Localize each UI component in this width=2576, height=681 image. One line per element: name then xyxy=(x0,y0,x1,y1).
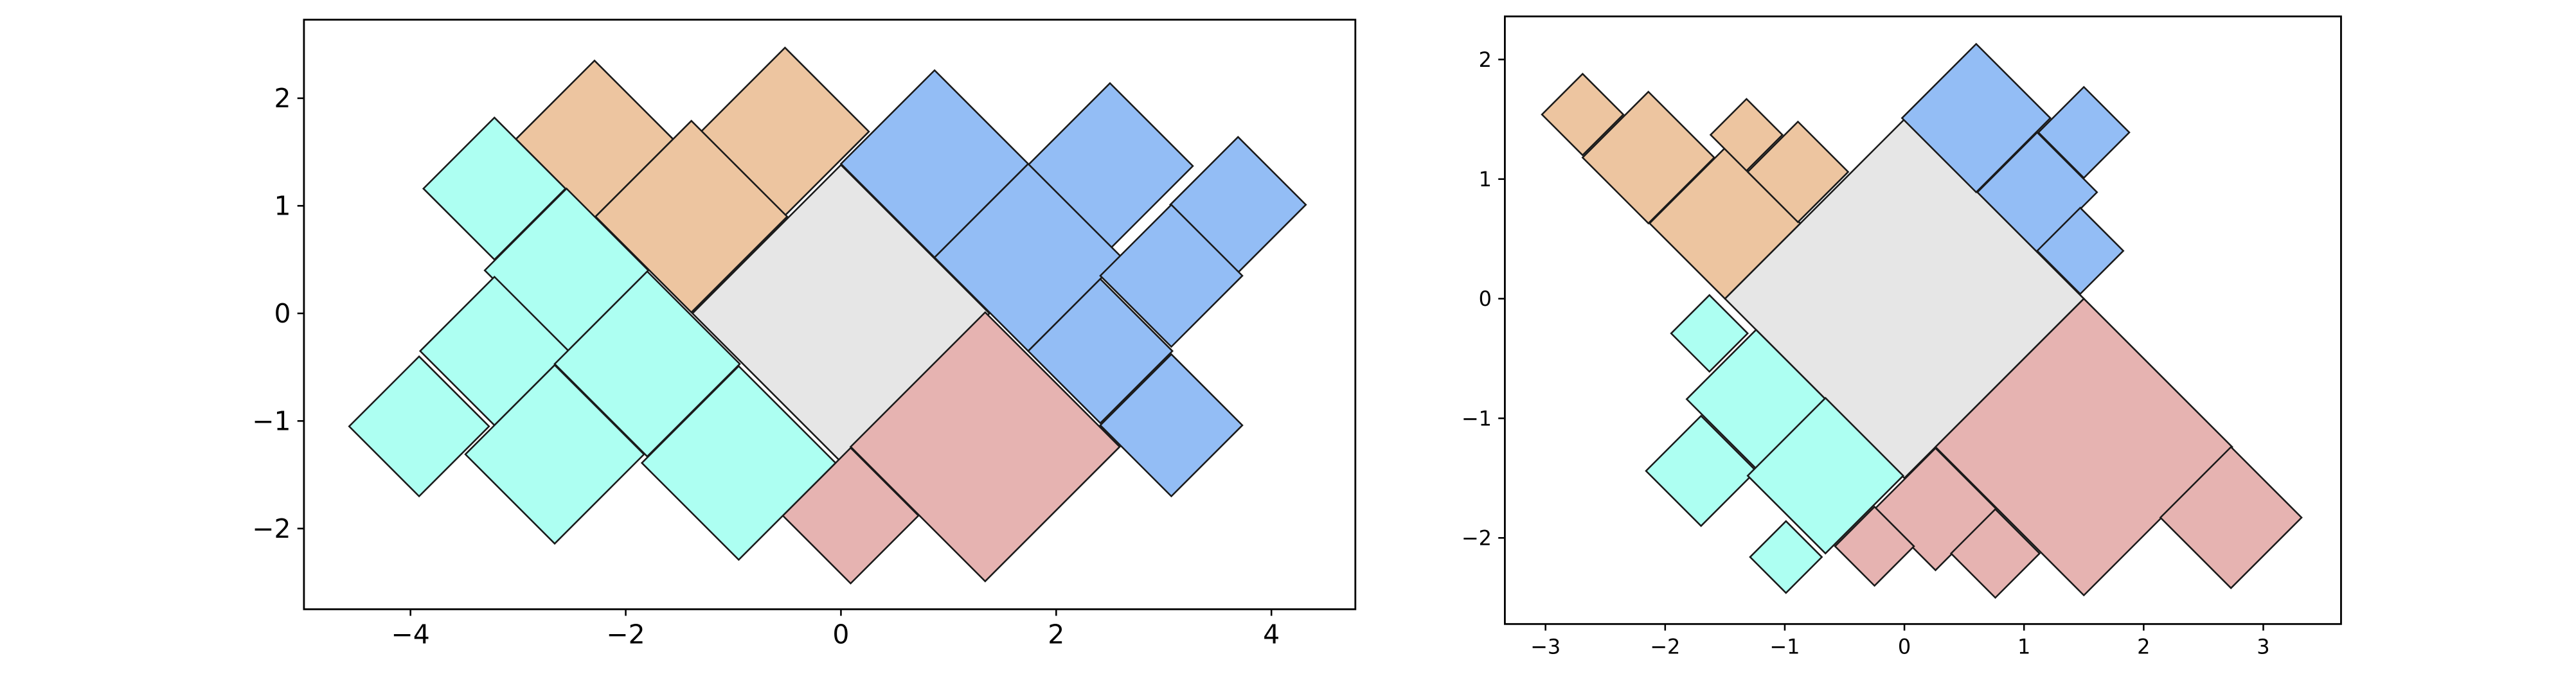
square xyxy=(2037,85,2131,179)
y-tick-label: 2 xyxy=(274,83,291,114)
y-tick-label: 1 xyxy=(274,191,291,222)
square xyxy=(1746,120,1850,224)
x-tick-label: 2 xyxy=(1048,619,1064,650)
plot-frame xyxy=(1503,15,2342,625)
square xyxy=(1541,73,1625,157)
square xyxy=(1099,203,1244,348)
square xyxy=(1026,278,1174,425)
square xyxy=(464,364,645,545)
y-tick-label: −2 xyxy=(1462,526,1492,550)
x-tick-label: −1 xyxy=(1769,634,1800,659)
x-tick-label: 1 xyxy=(2017,634,2030,659)
y-tick-label: −1 xyxy=(1462,406,1492,430)
y-tick-label: −2 xyxy=(252,513,291,544)
square xyxy=(1749,520,1823,594)
x-tick-label: −3 xyxy=(1530,634,1561,659)
x-tick-label: −2 xyxy=(606,619,645,650)
square xyxy=(1709,98,1784,172)
plot-frame xyxy=(303,19,1357,610)
x-tick-label: 0 xyxy=(1898,634,1911,659)
square xyxy=(1099,353,1244,498)
square xyxy=(849,311,1121,583)
x-tick-label: −4 xyxy=(391,619,430,650)
square xyxy=(2159,445,2303,590)
square xyxy=(1934,297,2233,597)
x-tick-label: 2 xyxy=(2137,634,2150,659)
square xyxy=(1670,294,1749,373)
square xyxy=(1581,91,1715,225)
y-tick-label: 0 xyxy=(1479,287,1492,311)
square xyxy=(1746,396,1905,555)
y-tick-label: 2 xyxy=(1479,48,1492,72)
square xyxy=(1949,508,2041,599)
x-tick-label: 3 xyxy=(2257,634,2269,659)
square xyxy=(1834,506,1915,587)
square xyxy=(1901,42,2052,194)
square xyxy=(1873,447,1998,572)
y-tick-label: −1 xyxy=(252,406,291,437)
square xyxy=(1645,414,1758,527)
y-tick-label: 0 xyxy=(274,298,291,329)
square xyxy=(2035,206,2125,296)
x-tick-label: −2 xyxy=(1650,634,1680,659)
y-tick-label: 1 xyxy=(1479,167,1492,191)
x-tick-label: 4 xyxy=(1263,619,1280,650)
x-tick-label: 0 xyxy=(832,619,849,650)
square xyxy=(348,355,490,498)
square xyxy=(640,365,837,562)
